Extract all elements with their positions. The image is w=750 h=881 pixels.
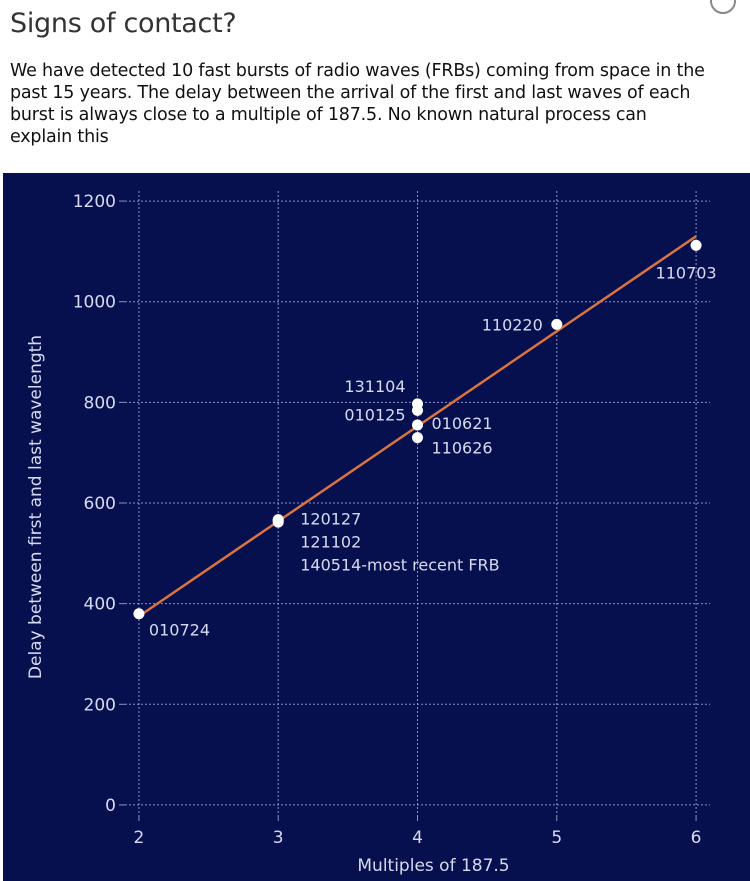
point-label: 120127 [300, 510, 361, 529]
circle-icon[interactable] [710, 0, 736, 14]
x-axis-label: Multiples of 187.5 [357, 856, 509, 876]
x-tick-label: 5 [551, 828, 562, 848]
y-tick-label: 800 [84, 393, 116, 413]
point-label: 010724 [149, 621, 210, 640]
y-tick-label: 200 [84, 695, 116, 715]
chart-panel: 0 200 400 600 800 1000 1200 2 3 4 5 6 010724 120127… [3, 173, 750, 881]
chart-title: Signs of contact? [10, 8, 237, 39]
data-point [272, 516, 284, 528]
point-label: 110703 [656, 263, 717, 282]
data-point [133, 608, 145, 620]
x-tick-label: 6 [691, 828, 702, 848]
y-tick-label: 1200 [73, 192, 116, 212]
point-label: 140514-most recent FRB [300, 556, 499, 575]
y-tick-label: 400 [84, 595, 116, 615]
data-point [412, 432, 423, 444]
data-points [133, 239, 702, 620]
y-tick-label: 0 [105, 796, 116, 816]
x-axis-ticks: 2 3 4 5 6 [134, 828, 702, 848]
y-axis-label: Delay between first and last wavelength [26, 335, 46, 679]
data-point [412, 404, 423, 416]
data-point [412, 419, 423, 431]
chart-subtitle: We have detected 10 fast bursts of radio… [10, 61, 705, 147]
y-axis-ticks: 0 200 400 600 800 1000 1200 [73, 192, 116, 816]
y-tick-label: 1000 [73, 293, 116, 313]
x-tick-label: 2 [134, 828, 145, 848]
point-label: 010621 [432, 414, 493, 433]
point-label: 110220 [482, 315, 543, 334]
grid-lines [119, 191, 710, 821]
point-label: 121102 [300, 533, 361, 552]
scatter-chart: 0 200 400 600 800 1000 1200 2 3 4 5 6 010724 120127… [26, 191, 717, 876]
data-point [551, 318, 563, 330]
point-label: 010125 [344, 405, 405, 424]
y-tick-label: 600 [84, 494, 116, 514]
x-tick-label: 3 [273, 828, 284, 848]
point-labels: 010724 120127 121102 140514-most recent FRB… [149, 263, 717, 639]
data-point [690, 239, 702, 251]
x-tick-label: 4 [412, 828, 423, 848]
point-label: 131104 [344, 377, 405, 396]
point-label: 110626 [432, 439, 493, 458]
